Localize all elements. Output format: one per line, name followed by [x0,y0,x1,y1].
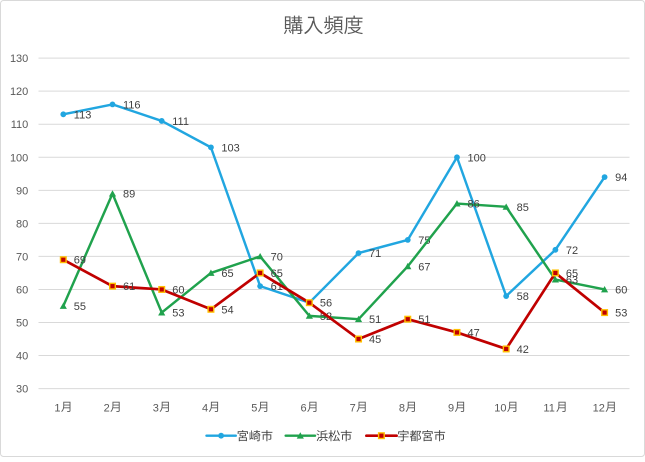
svg-text:42: 42 [517,344,529,356]
svg-text:60: 60 [615,284,627,296]
svg-text:53: 53 [615,308,627,320]
svg-text:130: 130 [10,53,28,65]
svg-text:120: 120 [10,86,28,98]
svg-text:53: 53 [172,308,184,320]
svg-text:86: 86 [467,199,479,211]
svg-text:2: 2 [104,402,110,414]
svg-text:69: 69 [74,255,86,267]
svg-text:1: 1 [54,402,60,414]
svg-text:50: 50 [16,318,28,330]
svg-text:5: 5 [251,402,257,414]
svg-text:60: 60 [172,284,184,296]
svg-text:75: 75 [418,235,430,247]
svg-text:100: 100 [467,152,485,164]
svg-text:71: 71 [369,248,381,260]
svg-text:51: 51 [369,314,381,326]
svg-text:89: 89 [123,189,135,201]
svg-text:70: 70 [16,251,28,263]
svg-text:90: 90 [16,185,28,197]
svg-text:56: 56 [320,298,332,310]
svg-text:65: 65 [221,268,233,280]
svg-text:58: 58 [517,291,529,303]
svg-text:45: 45 [369,334,381,346]
svg-text:3: 3 [153,402,159,414]
svg-text:72: 72 [566,245,578,257]
svg-text:80: 80 [16,218,28,230]
svg-text:94: 94 [615,172,627,184]
svg-text:10: 10 [494,402,506,414]
svg-text:30: 30 [16,384,28,396]
svg-text:70: 70 [271,251,283,263]
svg-text:12: 12 [593,402,605,414]
svg-text:9: 9 [448,402,454,414]
svg-text:6: 6 [300,402,306,414]
svg-text:61: 61 [123,281,135,293]
svg-text:110: 110 [11,119,29,131]
svg-text:40: 40 [16,351,28,363]
svg-text:116: 116 [123,99,141,111]
svg-text:100: 100 [10,152,28,164]
svg-text:60: 60 [16,284,28,296]
svg-text:47: 47 [467,327,479,339]
svg-text:67: 67 [418,261,430,273]
svg-text:65: 65 [566,268,578,280]
svg-text:55: 55 [74,301,86,313]
svg-text:7: 7 [350,402,356,414]
svg-text:103: 103 [221,142,239,154]
svg-text:11: 11 [543,402,554,414]
svg-text:65: 65 [271,268,283,280]
svg-text:4: 4 [202,402,208,414]
svg-text:111: 111 [172,116,189,128]
svg-text:51: 51 [418,314,430,326]
svg-text:54: 54 [221,304,233,316]
svg-text:85: 85 [517,202,529,214]
svg-text:113: 113 [74,109,92,121]
svg-text:8: 8 [399,402,405,414]
